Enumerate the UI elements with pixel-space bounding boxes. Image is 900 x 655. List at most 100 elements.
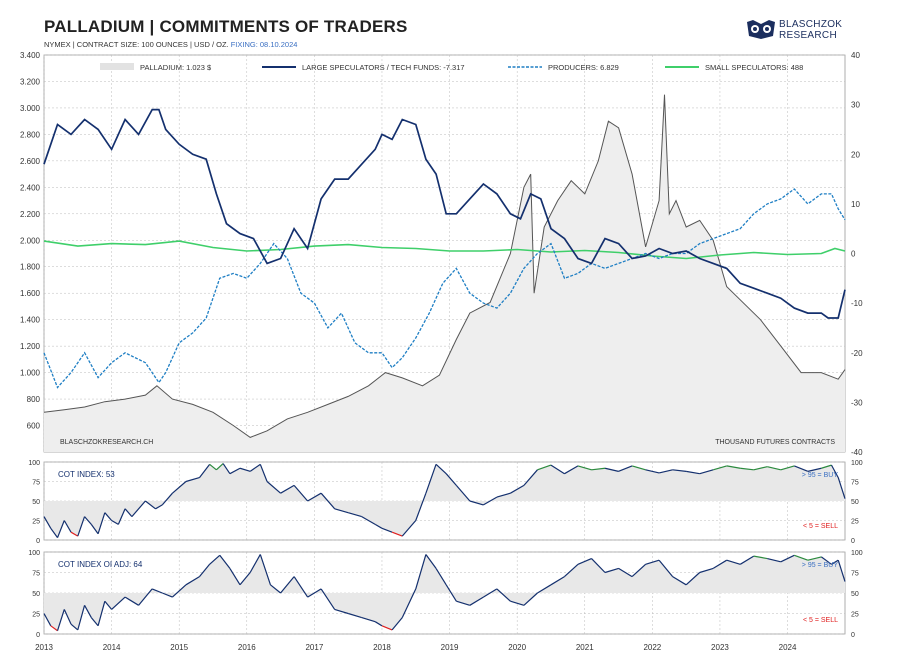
- legend-small-speculators: SMALL SPECULATORS: 488: [705, 63, 803, 72]
- cot-index-oi-adj-line-segment: [564, 563, 579, 578]
- cot-index-line-segment: [198, 463, 211, 478]
- cot-index-oi-adj-line-segment: [239, 572, 251, 586]
- x-axis-year: 2016: [238, 643, 256, 652]
- cot-index-oi-adj-line-segment: [837, 560, 846, 582]
- cot-index-oi-adj-line-segment: [77, 605, 86, 631]
- cot-index-line-segment: [381, 527, 393, 533]
- cot-index-line-segment: [577, 465, 592, 471]
- cot-index-right-tick: 25: [851, 519, 859, 526]
- cot-index-line-segment: [97, 512, 106, 534]
- brand-line1: BLASCHZOK: [779, 19, 843, 30]
- cot-index-line-segment: [145, 500, 156, 510]
- x-axis-year: 2017: [305, 643, 323, 652]
- x-axis-year: 2018: [373, 643, 391, 652]
- cot-index-left-tick: 50: [32, 499, 40, 506]
- cot-index-oi-adj-line-segment: [391, 617, 403, 631]
- cot-index-line-segment: [90, 524, 99, 535]
- cot-index-line-segment: [830, 464, 839, 478]
- cot-index-line-segment: [726, 465, 741, 469]
- cot-index-line-segment: [550, 464, 565, 475]
- cot-index-oi-adj-right-tick: 50: [851, 591, 859, 598]
- price-area: [44, 94, 845, 452]
- cot-index-line-segment: [50, 527, 59, 539]
- cot-index-oi-adj-line-segment: [435, 568, 447, 586]
- cot-index-oi-adj-line-segment: [658, 559, 674, 577]
- cot-index-oi-adj-line-segment: [510, 600, 525, 606]
- cot-index-oi-adj-line-segment: [456, 600, 471, 606]
- cot-index-line-segment: [63, 520, 72, 533]
- cot-index-oi-adj-line-segment: [361, 617, 376, 623]
- cot-index-oi-adj-line-segment: [820, 556, 832, 565]
- cot-index-line-segment: [821, 464, 832, 469]
- cot-index-oi-adj-line-segment: [794, 554, 809, 561]
- x-axis-year: 2019: [441, 643, 459, 652]
- left-axis-tick: 1.800: [20, 263, 41, 272]
- brand-line2: RESEARCH: [779, 30, 837, 41]
- cot-index-oi-adj-left-tick: 25: [32, 612, 40, 619]
- cot-index-oi-adj-line-segment: [172, 584, 187, 598]
- x-axis-year: 2023: [711, 643, 729, 652]
- cot-index-oi-adj-line-segment: [185, 576, 200, 586]
- cot-index-oi-adj-line-segment: [425, 554, 437, 569]
- left-axis-tick: 800: [27, 395, 41, 404]
- cot-index-oi-adj-sell-label: < 5 = SELL: [803, 617, 838, 624]
- cot-index-oi-adj-line-segment: [672, 576, 687, 586]
- cot-index-left-tick: 75: [32, 480, 40, 487]
- cot-index-oi-adj-left-tick: 75: [32, 571, 40, 578]
- right-axis-tick: 40: [851, 51, 860, 60]
- cot-index-oi-adj-right-tick: 100: [851, 550, 863, 557]
- cot-index-oi-adj-line-segment: [445, 584, 457, 602]
- cot-index-oi-adj-line-segment: [270, 584, 281, 594]
- cot-index-line-segment: [523, 469, 538, 486]
- chart-subtitle: NYMEX | CONTRACT SIZE: 100 OUNCES | USD …: [44, 40, 297, 49]
- cot-index-line-segment: [837, 477, 846, 499]
- cot-index-oi-adj-line-segment: [645, 559, 660, 565]
- left-axis-tick: 1.400: [20, 316, 41, 325]
- cot-index-left-tick: 100: [28, 460, 40, 467]
- cot-index-oi-adj-line-segment: [381, 625, 393, 631]
- cot-index-line-segment: [391, 531, 403, 537]
- cot-index-oi-adj-line-segment: [618, 567, 633, 578]
- cot-index-line-segment: [334, 508, 349, 514]
- cot-index-oi-adj-line-segment: [537, 584, 552, 594]
- cot-index-oi-adj-line-segment: [84, 605, 92, 618]
- cot-index-oi-adj-left-tick: 50: [32, 591, 40, 598]
- cot-index-line-segment: [348, 512, 362, 518]
- cot-index-oi-adj-line-segment: [162, 592, 173, 598]
- cot-index-oi-adj-label: COT INDEX OI ADJ: 64: [58, 560, 143, 569]
- cot-index-oi-adj-line-segment: [104, 600, 113, 610]
- cot-index-line-segment: [222, 463, 231, 475]
- cot-index-oi-adj-line-segment: [111, 596, 126, 610]
- left-axis-tick: 2.200: [20, 210, 41, 219]
- cot-index-line-segment: [455, 485, 471, 502]
- left-axis-tick: 3.200: [20, 77, 41, 86]
- legend-producers: PRODUCERS: 6.829: [548, 63, 619, 72]
- cot-index-line-segment: [172, 481, 187, 494]
- right-axis-tick: 0: [851, 250, 856, 259]
- right-axis-tick: -30: [851, 398, 863, 407]
- left-axis-tick: 2.000: [20, 236, 41, 245]
- cot-index-oi-adj-line-segment: [591, 558, 606, 573]
- left-axis-tick: 600: [27, 422, 41, 431]
- cot-index-line-segment: [320, 492, 336, 510]
- right-axis-tick: 20: [851, 150, 860, 159]
- right-axis-tick: 10: [851, 200, 860, 209]
- cot-index-oi-adj-line-segment: [229, 568, 241, 586]
- cot-index-line-segment: [483, 496, 498, 506]
- cot-index-line-segment: [699, 469, 714, 475]
- x-axis-year: 2022: [643, 643, 661, 652]
- x-axis-year: 2014: [103, 643, 121, 652]
- fixing-date: FIXING: 08.10.2024: [230, 40, 298, 49]
- left-axis-tick: 2.800: [20, 130, 41, 139]
- x-axis-year: 2015: [170, 643, 188, 652]
- cot-index-line-segment: [374, 523, 383, 529]
- cot-index-line-segment: [117, 508, 126, 525]
- site-annotation: BLASCHZOKRESEARCH.CH: [60, 439, 153, 446]
- cot-index-line-segment: [645, 469, 660, 474]
- cot-index-line-segment: [713, 465, 727, 471]
- left-axis-tick: 1.200: [20, 342, 41, 351]
- cot-index-oi-adj-right-tick: 25: [851, 612, 859, 619]
- left-axis-tick: 2.600: [20, 157, 41, 166]
- cot-index-oi-adj-line-segment: [138, 588, 153, 606]
